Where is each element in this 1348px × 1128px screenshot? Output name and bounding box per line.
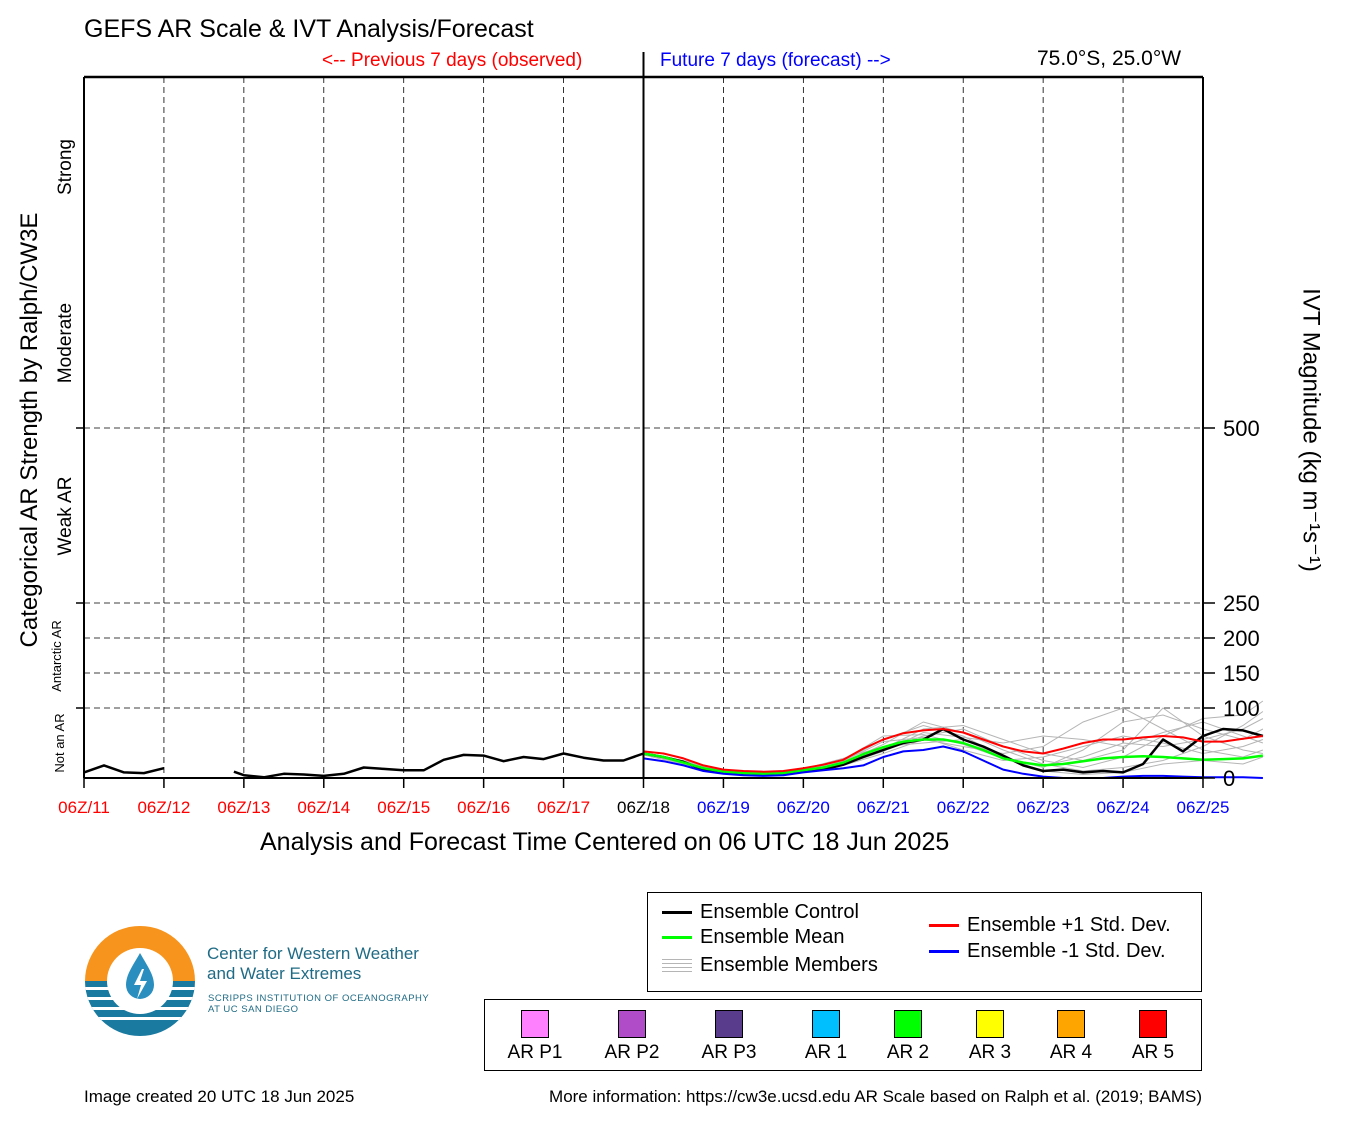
previous-period-label: <-- Previous 7 days (observed): [322, 50, 583, 71]
legend-mean-label: Ensemble Mean: [700, 926, 845, 948]
category-label: Not an AR: [52, 713, 67, 772]
ar-category-item: AR 2: [868, 1010, 948, 1064]
legend-minus-std: Ensemble -1 Std. Dev.: [929, 940, 1166, 963]
legend-members-swatch: [662, 958, 692, 973]
legend-plus-std-label: Ensemble +1 Std. Dev.: [967, 914, 1171, 936]
ivt-chart: 06Z/11 06Z/12 06Z/13 06Z/14 06Z/15 06Z/16 06Z/…: [49, 52, 1264, 817]
legend-members-label: Ensemble Members: [700, 954, 878, 976]
y-axis-label-right: IVT Magnitude (kg m⁻¹s⁻¹): [1297, 288, 1325, 572]
more-info-note: More information: https://cw3e.ucsd.edu …: [549, 1087, 1202, 1106]
x-tick-label: 06Z/21: [857, 798, 910, 817]
series-mean-line: [643, 738, 1264, 776]
legend-control: Ensemble Control: [662, 901, 859, 924]
ar-category-label: AR 1: [804, 1042, 848, 1063]
y-tick-label: 250: [1223, 591, 1260, 616]
image-created-note: Image created 20 UTC 18 Jun 2025: [84, 1087, 355, 1106]
series-control-line: [233, 752, 644, 779]
ar-category-swatch: [521, 1010, 549, 1038]
x-tick-label: 06Z/24: [1097, 798, 1150, 817]
ar-category-swatch: [894, 1010, 922, 1038]
ar-category-item: AR 4: [1031, 1010, 1111, 1064]
legend-mean: Ensemble Mean: [662, 926, 845, 949]
legend-minus-std-label: Ensemble -1 Std. Dev.: [967, 940, 1166, 962]
x-tick-label: 06Z/17: [537, 798, 590, 817]
ar-category-item: AR 5: [1113, 1010, 1193, 1064]
x-tick-label: 06Z/16: [457, 798, 510, 817]
y-tick-label: 200: [1223, 626, 1260, 651]
x-tick-label: 06Z/20: [777, 798, 830, 817]
logo-sub-line2: AT UC SAN DIEGO: [208, 1004, 299, 1015]
series-legend: Ensemble Control Ensemble Mean Ensemble …: [647, 892, 1202, 992]
ar-category-swatch: [715, 1010, 743, 1038]
ar-category-item: AR P1: [495, 1010, 575, 1064]
x-tick-label: 06Z/19: [697, 798, 750, 817]
y-tick-label: 150: [1223, 661, 1260, 686]
ar-category-swatch: [976, 1010, 1004, 1038]
series-control-line: [83, 764, 165, 775]
legend-control-swatch: [662, 911, 692, 914]
x-tick-label: 06Z/15: [377, 798, 430, 817]
legend-control-label: Ensemble Control: [700, 901, 859, 923]
category-label: Strong: [55, 139, 76, 195]
legend-mean-swatch: [662, 936, 692, 939]
x-axis-label: Analysis and Forecast Time Centered on 0…: [260, 828, 950, 856]
legend-minus-std-swatch: [929, 950, 959, 953]
ar-category-legend: AR P1 AR P2 AR P3 AR 1 AR 2 AR 3 AR 4 AR 5: [484, 999, 1202, 1071]
x-tick-label: 06Z/25: [1177, 798, 1230, 817]
category-label: Moderate: [55, 303, 76, 383]
legend-members: Ensemble Members: [662, 954, 878, 977]
category-label: Weak AR: [55, 477, 76, 556]
ar-category-swatch: [618, 1010, 646, 1038]
future-period-label: Future 7 days (forecast) -->: [660, 50, 891, 71]
ar-category-label: AR P3: [701, 1042, 757, 1063]
ar-category-item: AR 3: [950, 1010, 1030, 1064]
ar-category-item: AR P2: [592, 1010, 672, 1064]
logo-subtitle: SCRIPPS INSTITUTION OF OCEANOGRAPHY AT U…: [208, 993, 429, 1015]
legend-plus-std: Ensemble +1 Std. Dev.: [929, 914, 1171, 937]
ar-category-swatch: [812, 1010, 840, 1038]
ar-category-item: AR P3: [689, 1010, 769, 1064]
logo-sub-line1: SCRIPPS INSTITUTION OF OCEANOGRAPHY: [208, 993, 430, 1004]
x-tick-label: 06Z/12: [137, 798, 190, 817]
ar-category-label: AR 2: [886, 1042, 930, 1063]
logo-name-line1: Center for Western Weather: [207, 944, 419, 963]
y-axis-label-left: Categorical AR Strength by Ralph/CW3E: [16, 212, 43, 648]
location-label: 75.0°S, 25.0°W: [1037, 47, 1182, 70]
logo-name: Center for Western Weather and Water Ext…: [207, 944, 419, 984]
x-tick-label: 06Z/11: [58, 798, 110, 817]
ar-category-swatch: [1057, 1010, 1085, 1038]
x-tick-label: 06Z/18: [617, 798, 670, 817]
ar-category-item: AR 1: [786, 1010, 866, 1064]
category-label: Antarctic AR: [49, 620, 64, 692]
ar-category-label: AR 3: [968, 1042, 1012, 1063]
x-tick-label: 06Z/22: [937, 798, 990, 817]
y-tick-label: 0: [1223, 766, 1235, 791]
ar-category-label: AR P2: [604, 1042, 660, 1063]
y-tick-label: 500: [1223, 416, 1260, 441]
series-plus_std-line: [643, 728, 1264, 773]
x-tick-label: 06Z/14: [297, 798, 350, 817]
ar-category-label: AR 4: [1049, 1042, 1093, 1063]
series-minus_std-line: [643, 745, 1263, 779]
x-tick-label: 06Z/23: [1017, 798, 1070, 817]
logo-name-line2: and Water Extremes: [207, 964, 362, 983]
x-tick-label: 06Z/13: [217, 798, 270, 817]
legend-plus-std-swatch: [929, 924, 959, 927]
ar-category-label: AR P1: [507, 1042, 563, 1063]
chart-title: GEFS AR Scale & IVT Analysis/Forecast: [84, 15, 534, 43]
y-tick-label: 100: [1223, 696, 1260, 721]
cw3e-logo-icon: [85, 926, 195, 1036]
ar-category-swatch: [1139, 1010, 1167, 1038]
ar-category-label: AR 5: [1131, 1042, 1175, 1063]
